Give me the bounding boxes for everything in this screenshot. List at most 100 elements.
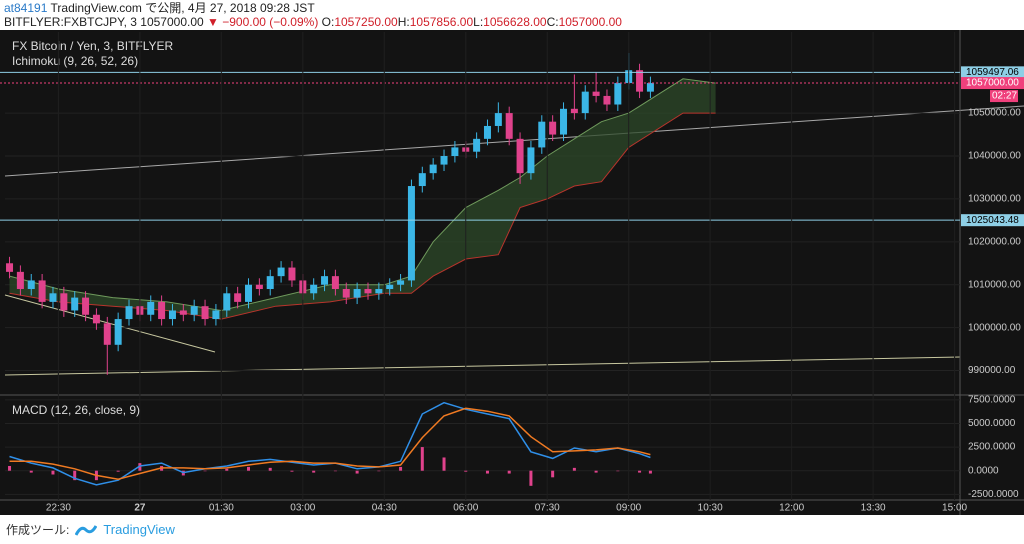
candle-body [103, 323, 111, 345]
y-tick-label: 1000000.00 [968, 322, 1021, 333]
candle-body [125, 306, 133, 320]
price-tag [961, 214, 1024, 227]
histogram-bar [529, 470, 533, 486]
candle-body [38, 280, 46, 302]
candle-body [266, 276, 274, 290]
y-tick-label: 0.0000 [968, 465, 999, 476]
x-tick-label: 10:30 [698, 503, 723, 514]
candle-body [451, 147, 459, 157]
user[interactable]: at84191 [4, 1, 48, 15]
candle-body [288, 267, 296, 281]
countdown-tag [990, 90, 1018, 103]
candle-body [168, 310, 176, 320]
candle-body [223, 293, 231, 311]
y-tick-label: 1030000.00 [968, 194, 1021, 205]
brand[interactable]: TradingView [103, 522, 175, 537]
histogram-bar [29, 470, 33, 473]
change: ▼ −900.00 (−0.09%) [207, 15, 319, 29]
candle-body [331, 276, 339, 290]
x-tick-label: 09:00 [616, 503, 641, 514]
y-tick-label: 2500.0000 [968, 442, 1016, 453]
x-tick-label: 07:30 [535, 503, 560, 514]
histogram-bar [638, 470, 642, 473]
histogram-bar [203, 470, 207, 472]
histogram-bar [116, 470, 120, 472]
pane-title: FX Bitcoin / Yen, 3, BITFLYER [12, 39, 174, 53]
histogram-bar [138, 463, 142, 471]
candle-body [581, 91, 589, 114]
candle-body [429, 164, 437, 174]
last: 1057000.00 [140, 15, 204, 29]
footer: 作成ツール: TradingView [0, 515, 1024, 544]
candle-body [570, 108, 578, 114]
candle-body [71, 297, 79, 311]
candle-body [516, 138, 524, 174]
candle-body [114, 319, 122, 345]
histogram-bar [485, 470, 489, 474]
ohlc-value: 1056628.00 [483, 15, 547, 29]
candle-body [603, 95, 611, 105]
candle-body [179, 310, 187, 315]
candle-body [386, 284, 394, 290]
price-tag [961, 77, 1024, 90]
ohlc-label: O: [321, 15, 335, 29]
trend-line [4, 105, 1024, 177]
x-tick-label: 12:00 [779, 503, 804, 514]
candle-body [234, 293, 242, 302]
candle-body [646, 83, 654, 92]
logo [75, 524, 98, 536]
candle-body [6, 263, 14, 272]
candle-body [440, 156, 448, 165]
candle-body [147, 301, 155, 315]
histogram-bar [355, 470, 359, 474]
histogram-bar [572, 467, 576, 471]
histogram-bar [312, 470, 316, 473]
candle-body [16, 271, 24, 290]
candle-body [321, 276, 329, 285]
candle-body [397, 280, 405, 285]
candle-body [212, 310, 220, 320]
chart: 990000.00 1000000.00 1010000.00 1020000.00 1… [0, 30, 1024, 515]
candle-body [310, 284, 318, 294]
candle-body [494, 113, 502, 126]
made-with: 作成ツール: [6, 523, 70, 537]
candle-body [538, 121, 546, 148]
histogram-bar [507, 470, 511, 474]
candle-body [277, 267, 285, 277]
candle-body [375, 289, 383, 294]
price-tag [961, 66, 1024, 79]
countdown: 02:27 [992, 91, 1017, 102]
histogram-bar [551, 470, 555, 478]
y-tick-label: 1010000.00 [968, 279, 1021, 290]
candle-body [190, 306, 198, 315]
y-tick-label: 1040000.00 [968, 151, 1021, 162]
ohlc-value: 1057856.00 [409, 15, 474, 29]
price-tag-label: 1057000.00 [966, 78, 1019, 89]
candle-body [49, 293, 57, 302]
y-tick-label: -2500.0000 [968, 489, 1019, 500]
histogram-bar [51, 470, 55, 475]
histogram-bar [464, 470, 468, 472]
x-tick-label: 15:00 [942, 503, 967, 514]
histogram-bar [290, 470, 294, 472]
candle-body [364, 289, 372, 294]
ohlc: O:1057250.00H:1057856.00L:1056628.00C:10… [322, 15, 622, 29]
histogram-bar [420, 447, 424, 471]
y-tick-label: 1050000.00 [968, 108, 1021, 119]
histogram-bar [648, 470, 652, 474]
ohlc-label: C: [546, 15, 559, 29]
candle-body [407, 186, 415, 281]
candle-body [201, 306, 209, 320]
histogram-bar [616, 470, 620, 472]
candle-body [527, 147, 535, 174]
histogram-bar [399, 466, 403, 471]
pane-title: MACD (12, 26, close, 9) [12, 403, 140, 417]
candle-body [342, 289, 350, 298]
ohlc-value: 1057250.00 [334, 15, 398, 29]
x-tick-label: 03:00 [290, 503, 315, 514]
candle-body [560, 108, 568, 135]
histogram-bar [247, 466, 251, 471]
candle-body [473, 138, 481, 152]
candle-body [60, 293, 68, 311]
